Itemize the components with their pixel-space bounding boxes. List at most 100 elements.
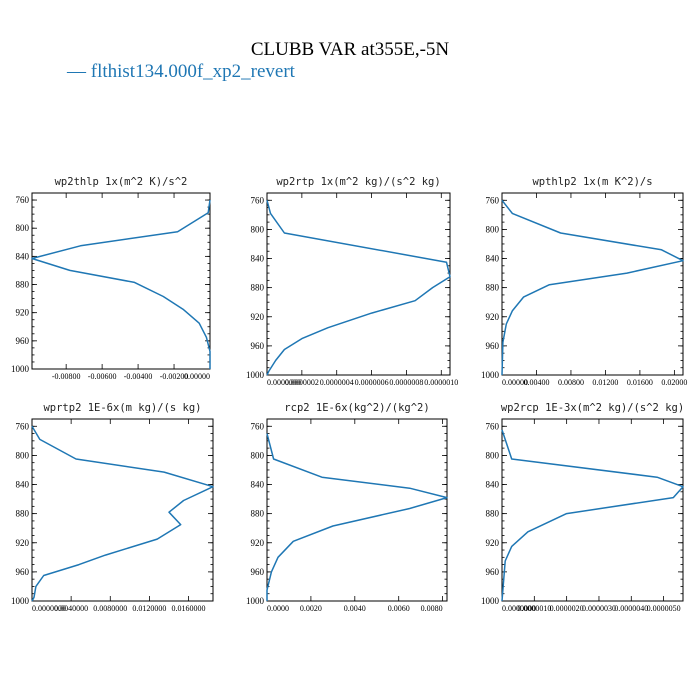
y-tick-label: 920 [251,538,265,548]
y-tick-label: 1000 [11,596,30,606]
series-line [266,433,448,601]
y-tick-label: 880 [16,509,30,519]
x-tick-label: 0.0000010 [424,378,458,387]
y-tick-label: 1000 [481,370,500,380]
y-tick-label: 760 [486,195,500,205]
x-tick-label: 0.0000008 [389,378,423,387]
x-tick-label: 0.0160000 [172,604,206,613]
x-tick-label: 0.00400 [523,378,549,387]
panel-title: wp2thlp 1x(m^2 K)/s^2 [55,176,188,188]
y-tick-label: 760 [251,195,265,205]
x-tick-label: 0.0000050 [647,604,681,613]
panel-frame [266,192,451,376]
y-tick-label: 800 [486,450,500,460]
series-line [501,199,684,376]
x-tick-label: -0.00400 [124,372,153,381]
y-tick-label: 960 [486,341,500,351]
x-tick-label: 0.0040000 [54,604,88,613]
panel-frame [31,192,211,370]
x-tick-label: 0.0000 [267,604,289,613]
panel-title: rcp2 1E-6x(kg^2)/(kg^2) [284,402,429,414]
x-tick-label: 0.0020 [300,604,322,613]
x-tick-label: -0.00600 [88,372,117,381]
x-tick-label: 0.00000 [502,378,528,387]
panel-frame [501,192,684,376]
y-tick-label: 880 [16,280,30,290]
panel-title: wpthlp2 1x(m K^2)/s [532,176,652,188]
x-tick-label: 0.01600 [627,378,653,387]
x-tick-label: 0.00000 [184,372,210,381]
y-tick-label: 960 [251,341,265,351]
panels-group: wp2thlp 1x(m^2 K)/s^2 760 800 840 880 920 960 1… [11,176,687,613]
y-tick-label: 840 [486,254,500,264]
y-tick-label: 800 [16,450,30,460]
x-tick-label: -0.00800 [52,372,81,381]
x-tick-label: 0.0060 [388,604,410,613]
panel-frame [31,418,214,602]
y-tick-label: 960 [16,567,30,577]
x-tick-label: 0.0000000 [502,604,536,613]
x-tick-label: 0.0080 [421,604,443,613]
x-tick-label: 0.0000000 [267,378,301,387]
y-tick-label: 840 [486,480,500,490]
series-line [501,429,684,602]
x-tick-label: 0.02000 [661,378,687,387]
y-tick-label: 840 [251,254,265,264]
x-tick-label: 0.0000010 [517,604,551,613]
y-tick-label: 760 [16,421,30,431]
y-tick-label: 880 [486,509,500,519]
x-tick-label: 0.0000006 [355,378,389,387]
y-tick-label: 800 [251,224,265,234]
y-tick-label: 800 [486,224,500,234]
y-tick-label: 920 [486,538,500,548]
x-tick-label: 0.01200 [592,378,618,387]
x-tick-label: 0.0000030 [582,604,616,613]
x-tick-label: 0.0000004 [320,378,354,387]
y-tick-label: 840 [16,480,30,490]
y-tick-label: 920 [16,308,30,318]
panel-3: wpthlp2 1x(m K^2)/s 760 800 840 880 920 960 100… [481,176,687,387]
panel-6: wp2rcp 1E-3x(m^2 kg)/(s^2 kg)760 800 840 88… [481,402,684,613]
y-tick-label: 960 [251,567,265,577]
y-tick-label: 1000 [11,364,30,374]
x-tick-label: 0.0000020 [550,604,584,613]
y-tick-label: 800 [16,223,30,233]
x-tick-label: 0.0120000 [132,604,166,613]
series-line [31,425,214,602]
series-line [31,199,211,369]
y-tick-label: 880 [251,509,265,519]
figure-title: CLUBB VAR at355E,-5N [251,39,450,60]
y-tick-label: 760 [251,421,265,431]
y-tick-label: 800 [251,450,265,460]
y-tick-label: 1000 [246,596,265,606]
y-tick-label: 760 [486,421,500,431]
x-tick-label: 0.0000000 [32,604,66,613]
panel-4: wprtp2 1E-6x(m kg)/(s kg) 760 800 840 880 920… [11,402,214,613]
panel-1: wp2thlp 1x(m^2 K)/s^2 760 800 840 880 920 960 1… [11,176,211,381]
x-tick-label: 0.00800 [558,378,584,387]
panel-title: wp2rtp 1x(m^2 kg)/(s^2 kg) [276,176,440,188]
y-tick-label: 880 [486,283,500,293]
legend-entry: — flthist134.000f_xp2_revert [66,61,296,82]
panel-2: wp2rtp 1x(m^2 kg)/(s^2 kg) 760 800 840 880 92… [246,176,458,387]
y-tick-label: 920 [486,312,500,322]
y-tick-label: 920 [251,312,265,322]
y-tick-label: 840 [251,480,265,490]
y-tick-label: 920 [16,538,30,548]
y-tick-label: 960 [16,336,30,346]
panel-frame [266,418,448,602]
x-tick-label: 0.0080000 [93,604,127,613]
y-tick-label: 1000 [481,596,500,606]
x-tick-label: -0.00200 [160,372,189,381]
panel-title: wprtp2 1E-6x(m kg)/(s kg) [43,402,201,414]
y-tick-label: 880 [251,283,265,293]
y-tick-label: 1000 [246,370,265,380]
panel-frame [501,418,684,602]
series-line [266,200,451,376]
panel-5: rcp2 1E-6x(kg^2)/(kg^2) 760 800 840 880 920 96… [246,402,448,613]
panel-title: wp2rcp 1E-3x(m^2 kg)/(s^2 kg) [501,402,684,414]
y-tick-label: 960 [486,567,500,577]
x-tick-label: 0.0040 [344,604,366,613]
y-tick-label: 760 [16,195,30,205]
